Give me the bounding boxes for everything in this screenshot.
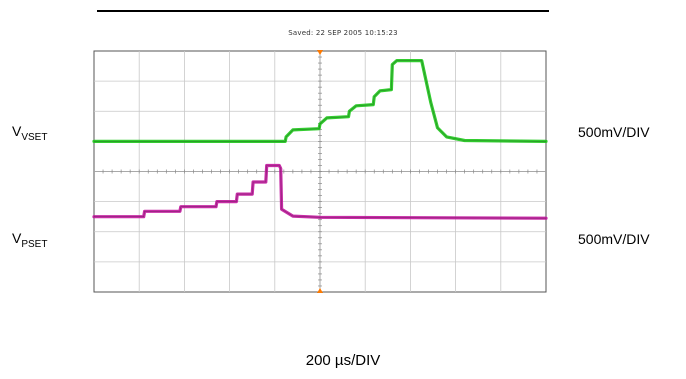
timebase-label: 200 µs/DIV: [305, 352, 381, 369]
scope-traces: [92, 59, 548, 220]
saved-timestamp: Saved: 22 SEP 2005 10:15:23: [288, 29, 398, 37]
trace-core-pset: [94, 165, 547, 219]
channel-label-pset: VPSET: [12, 230, 48, 250]
trace-core-vset: [94, 60, 547, 142]
scope-grid: [94, 51, 546, 292]
channel-scale-vset: 500mV/DIV: [578, 124, 650, 140]
top-rule: [97, 10, 549, 12]
channel-label-vset: VVSET: [12, 123, 48, 143]
trigger-marker-bottom: [317, 288, 323, 293]
trigger-markers: [317, 50, 323, 293]
trigger-marker-top: [317, 50, 323, 55]
channel-scale-pset: 500mV/DIV: [578, 231, 650, 247]
trace-pset: [92, 163, 548, 220]
trace-vset: [92, 59, 548, 143]
